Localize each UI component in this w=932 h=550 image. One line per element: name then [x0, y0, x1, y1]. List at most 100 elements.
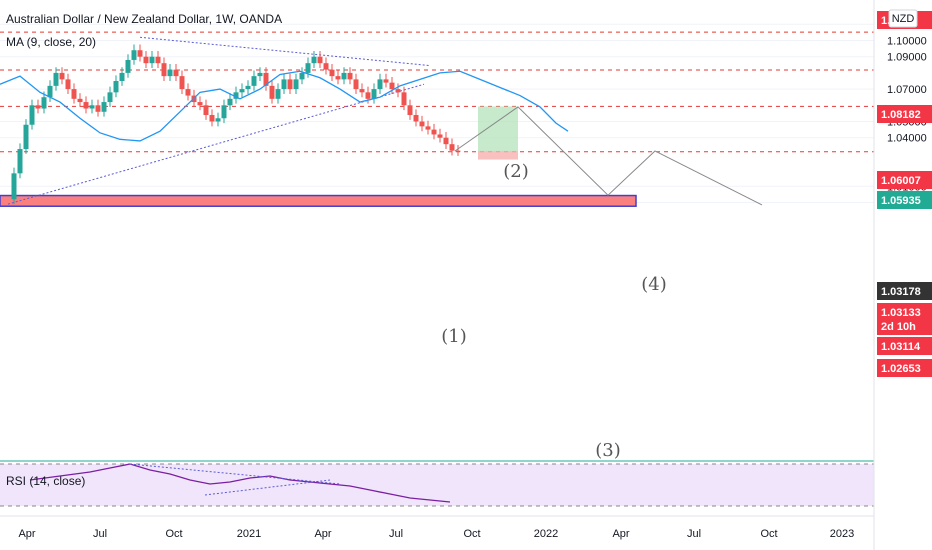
indicator-legend: MA (9, close, 20) — [6, 35, 96, 49]
price-tick-label: 1.07000 — [887, 84, 927, 96]
candle-body — [401, 92, 407, 106]
candles — [11, 44, 461, 205]
price-badge — [877, 317, 932, 335]
candle-body — [131, 50, 137, 60]
candle-body — [359, 89, 365, 93]
candle-body — [41, 97, 47, 109]
candle-body — [53, 72, 59, 86]
position-tool[interactable] — [478, 106, 518, 160]
rsi-band — [0, 464, 874, 506]
candle-body — [17, 149, 23, 174]
price-badge-label: 1.05935 — [881, 195, 921, 207]
price-badge-label: 1.08182 — [881, 109, 921, 121]
price-badge — [877, 191, 932, 209]
candle-body — [263, 72, 269, 86]
price-badge — [877, 337, 932, 355]
candle-body — [419, 121, 425, 127]
candle-body — [245, 85, 251, 90]
price-tick-label: 1.10000 — [887, 36, 927, 48]
candle-body — [47, 85, 53, 98]
time-axis[interactable]: Apr Jul Oct 2021 Apr Jul Oct 2022 Apr Jul Oct 2023 — [18, 528, 854, 540]
candle-body — [257, 72, 263, 77]
candle-body — [233, 92, 239, 99]
wave-label: (1) — [441, 326, 467, 347]
candle-body — [389, 82, 395, 90]
candle-body — [269, 85, 275, 99]
candle-body — [383, 79, 389, 83]
time-tick-label: 2022 — [534, 528, 558, 540]
candle-body — [395, 89, 401, 93]
candle-body — [215, 118, 221, 122]
wave-label: (4) — [641, 274, 667, 295]
moving-average — [0, 70, 569, 142]
price-badge — [877, 171, 932, 189]
candle-body — [173, 69, 179, 77]
price-badge-label: 2d 10h — [881, 321, 916, 333]
price-tick-label: 1.09000 — [887, 52, 927, 64]
candle-body — [275, 89, 281, 99]
candle-body — [371, 89, 377, 99]
candle-body — [155, 56, 161, 64]
price-badge — [877, 303, 932, 321]
chart-title: Australian Dollar / New Zealand Dollar, … — [6, 12, 282, 26]
candle-body — [431, 129, 437, 135]
candle-body — [377, 79, 383, 90]
candle-body — [83, 102, 89, 109]
time-tick-label: Jul — [389, 528, 403, 540]
time-tick-label: Oct — [760, 528, 777, 540]
candle-body — [293, 79, 299, 90]
candle-body — [119, 72, 125, 81]
time-tick-label: Apr — [612, 528, 629, 540]
price-badge-label: 1.02653 — [881, 363, 921, 375]
candle-body — [407, 105, 413, 116]
time-tick-label: Oct — [165, 528, 182, 540]
candle-body — [197, 102, 203, 106]
candle-body — [113, 81, 119, 93]
currency-badge[interactable] — [888, 9, 918, 28]
candle-body — [335, 76, 341, 80]
candle-body — [353, 79, 359, 90]
wave-projection — [454, 106, 763, 206]
price-axis-bg — [874, 0, 932, 512]
candle-body — [209, 115, 215, 122]
candle-body — [437, 134, 443, 138]
price-badges: 1.08181.081821.060071.059351.031781.0313… — [877, 11, 932, 377]
candle-body — [455, 150, 461, 152]
candle-body — [203, 105, 209, 116]
candle-body — [341, 72, 347, 80]
wave-labels: (1) (2) (3) (4) — [441, 161, 667, 461]
candle-body — [305, 63, 311, 73]
time-tick-label: Oct — [463, 528, 480, 540]
rsi-pane: RSI (14, close)40.00 — [0, 460, 915, 507]
rsi-trendline-1 — [129, 463, 341, 485]
candle-body — [323, 63, 329, 70]
candle-body — [317, 56, 323, 64]
candle-body — [311, 56, 317, 64]
candle-body — [443, 137, 449, 145]
time-tick-label: Jul — [687, 528, 701, 540]
candle-body — [329, 69, 335, 77]
trendline-resistance — [139, 36, 431, 67]
candle-body — [413, 115, 419, 122]
candle-body — [137, 50, 143, 57]
trendline-support — [7, 83, 425, 205]
demand-zone-box — [0, 194, 637, 207]
price-badge-label: 1.03178 — [881, 286, 921, 298]
position-profit-zone — [478, 106, 518, 151]
candle-body — [71, 89, 77, 99]
candle-body — [77, 98, 83, 103]
candle-body — [107, 92, 113, 103]
wave-label: (3) — [595, 440, 621, 461]
price-badge-label: 1.06007 — [881, 175, 921, 187]
candle-body — [59, 72, 65, 80]
candle-body — [11, 173, 17, 200]
candle-body — [101, 102, 107, 112]
price-badge-label: 1.03133 — [881, 307, 921, 319]
horizontal-levels — [0, 31, 874, 153]
wave-projection-line — [454, 106, 763, 206]
candle-body — [143, 56, 149, 64]
rsi-line — [29, 463, 451, 503]
candle-body — [239, 89, 245, 93]
candle-body — [95, 105, 101, 112]
